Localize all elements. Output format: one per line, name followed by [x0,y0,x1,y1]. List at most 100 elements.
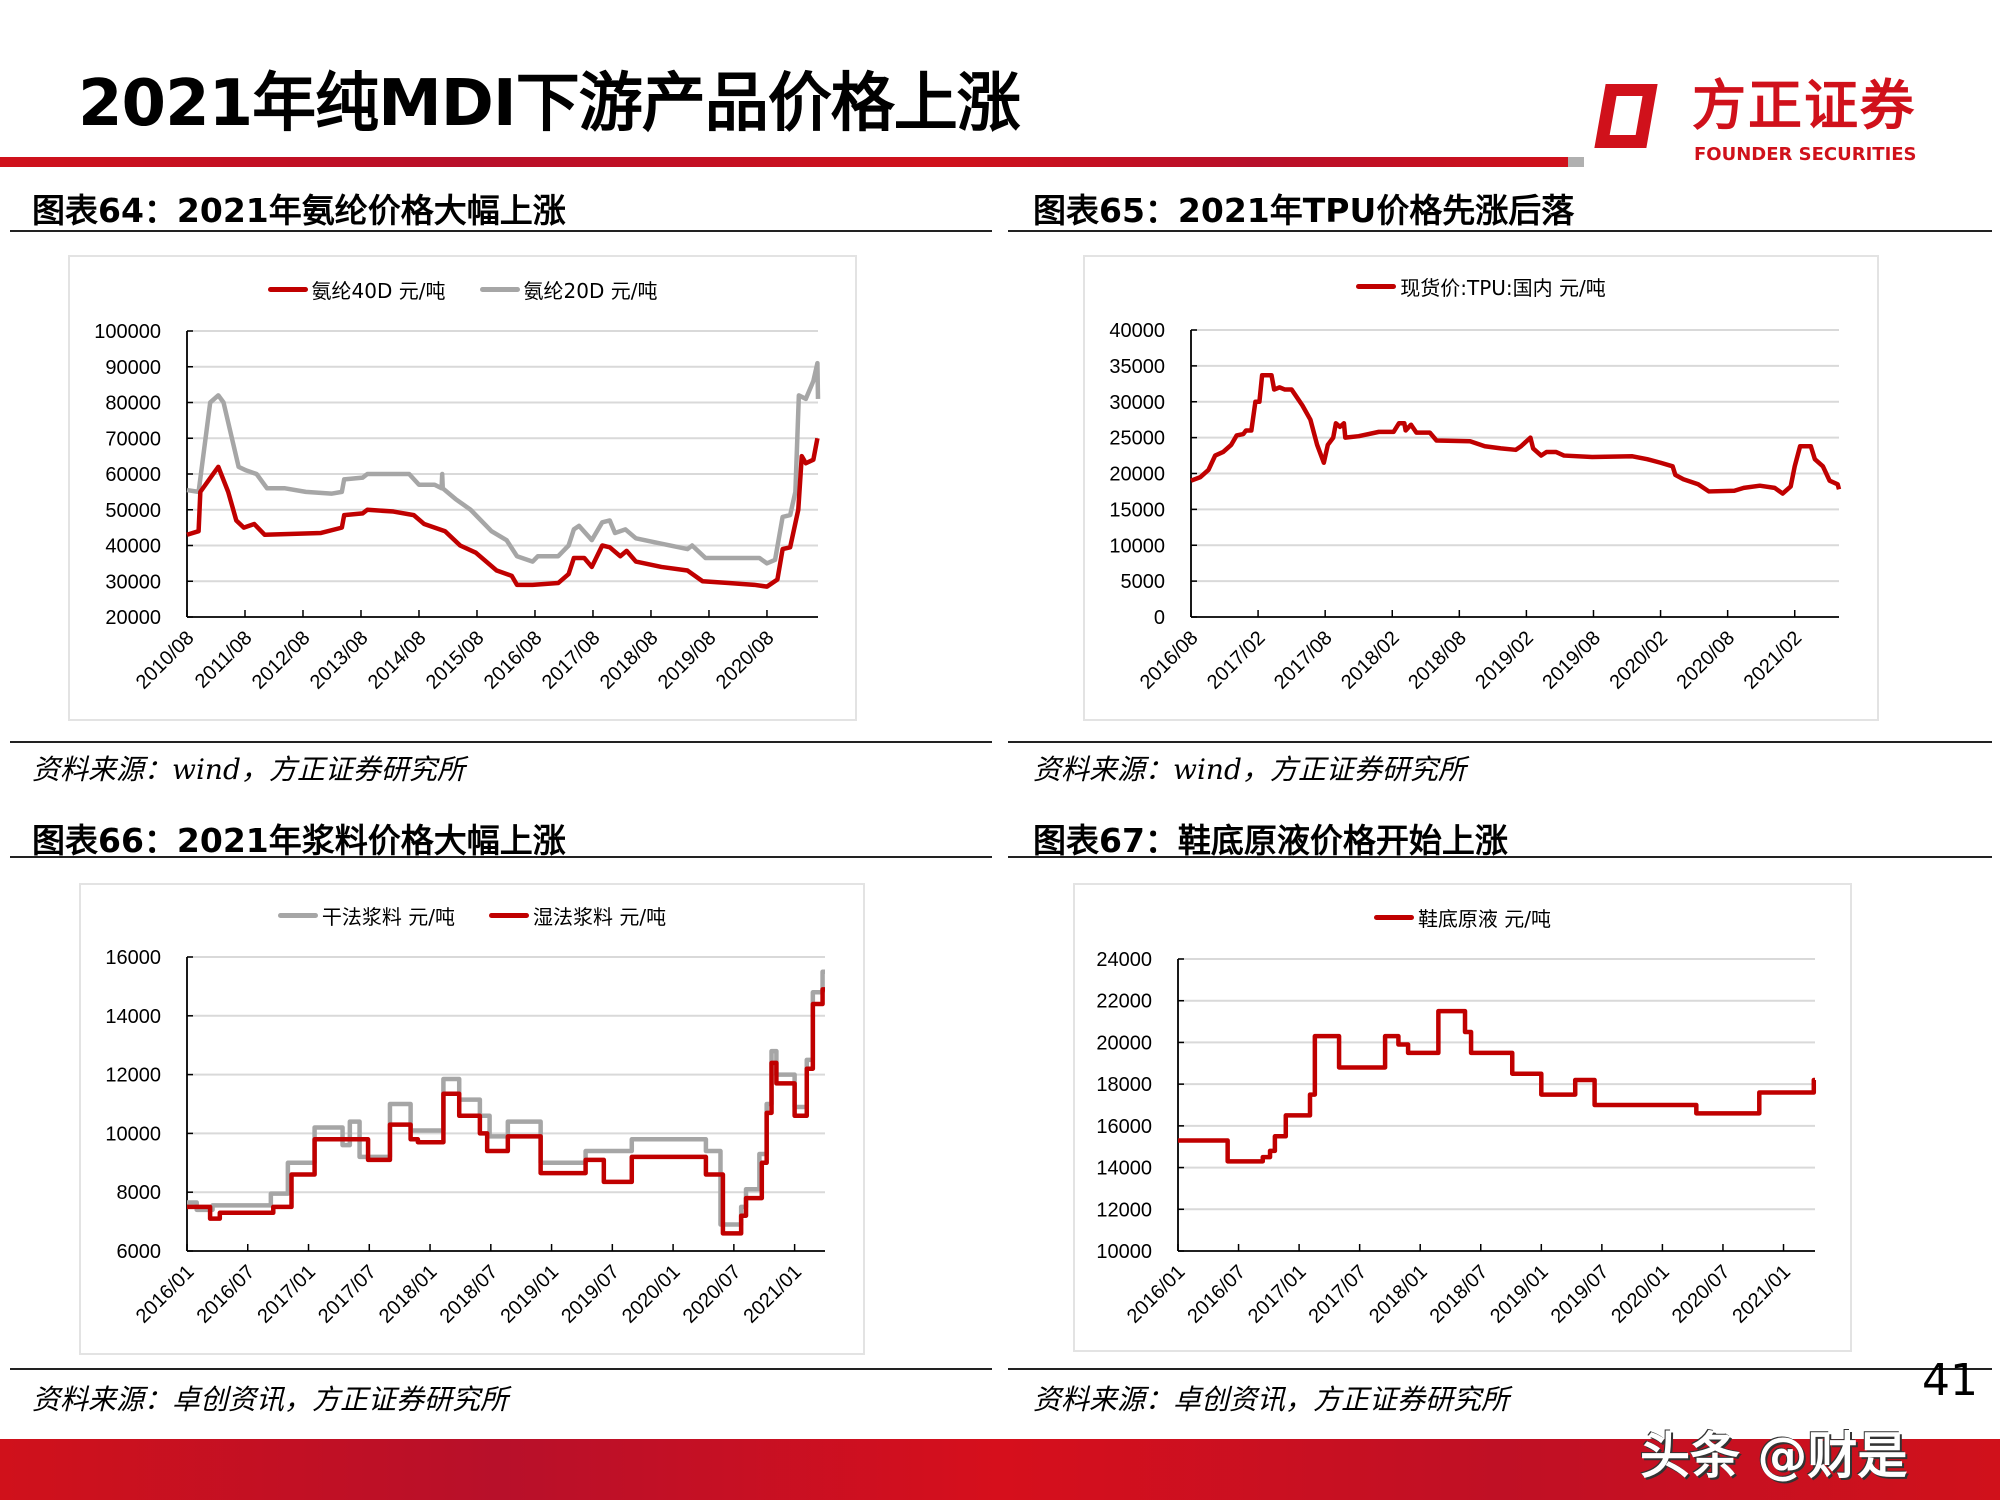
x-tick-label: 2014/08 [364,627,431,694]
footer-red-band [0,1439,2000,1500]
divider [10,230,992,232]
x-tick-label: 2015/08 [422,627,489,694]
page-title: 2021年纯MDI下游产品价格上涨 [78,67,1021,141]
x-tick-label: 2018/08 [1404,627,1471,694]
y-tick-label: 20000 [1109,464,1165,486]
figure-65-caption: 图表65：2021年TPU价格先涨后落 [1033,191,1575,230]
divider [1008,856,1992,858]
chart-legend: 现货价:TPU:国内 元/吨 [1085,272,1877,301]
x-tick-label: 2010/08 [132,627,199,694]
x-tick-label: 2017/08 [1270,627,1337,694]
x-tick-label: 2018/02 [1337,627,1404,694]
y-tick-label: 12000 [1096,1199,1152,1221]
chart-slurry-price: 干法浆料 元/吨 湿法浆料 元/吨 6000 8000 10000 12000 1400… [79,883,865,1355]
x-tick-label: 2021/01 [739,1261,806,1328]
y-tick-label: 50000 [105,500,161,522]
figure-66-source: 资料来源：卓创资讯，方正证券研究所 [32,1383,509,1416]
legend-label: 氨纶20D 元/吨 [523,279,658,303]
y-tick-label: 10000 [105,1123,161,1145]
figure-65-source: 资料来源：wind，方正证券研究所 [1033,753,1466,786]
x-tick-label: 2018/07 [1426,1261,1493,1328]
legend-label: 干法浆料 元/吨 [321,905,455,929]
x-tick-label: 2016/07 [193,1261,260,1328]
x-tick-label: 2019/01 [496,1261,563,1328]
divider [10,741,992,743]
y-tick-label: 100000 [94,321,161,343]
y-tick-label: 14000 [1096,1158,1152,1180]
x-tick-label: 2021/02 [1740,627,1807,694]
y-tick-label: 40000 [105,536,161,558]
x-tick-label: 2020/07 [1668,1261,1735,1328]
y-tick-label: 35000 [1109,356,1165,378]
x-tick-label: 2012/08 [248,627,315,694]
figure-67-caption: 图表67：鞋底原液价格开始上涨 [1033,821,1508,860]
x-tick-label: 2018/01 [375,1261,442,1328]
chart-tpu-price: 现货价:TPU:国内 元/吨 0 5000 10000 15000 20000 25000… [1083,255,1879,721]
legend-item: 氨纶20D 元/吨 [479,275,658,304]
x-tick-label: 2016/08 [1136,627,1203,694]
y-tick-label: 18000 [1096,1074,1152,1096]
y-tick-label: 8000 [117,1182,162,1204]
x-tick-label: 2017/07 [1305,1261,1372,1328]
divider [1008,741,1992,743]
y-tick-label: 30000 [1109,392,1165,414]
divider [10,856,992,858]
y-tick-label: 90000 [105,357,161,379]
series-line [187,987,825,1236]
x-tick-label: 2019/02 [1471,627,1538,694]
y-tick-label: 20000 [105,607,161,629]
figure-64-source: 资料来源：wind，方正证券研究所 [32,753,465,786]
x-tick-label: 2017/02 [1203,627,1270,694]
page-number: 41 [1922,1355,1978,1406]
x-tick-label: 2017/01 [1244,1261,1311,1328]
divider [10,1368,992,1370]
legend-swatch-red [1356,284,1397,289]
y-tick-label: 16000 [1096,1116,1152,1138]
x-tick-label: 2021/01 [1728,1261,1795,1328]
y-tick-label: 16000 [105,947,161,969]
chart-legend: 氨纶40D 元/吨 氨纶20D 元/吨 [70,275,855,304]
x-tick-label: 2016/07 [1183,1261,1250,1328]
series-line [1178,1008,1817,1164]
series-line [186,437,820,589]
chart-plot: 0 5000 10000 15000 20000 25000 30000 35000 40000… [1109,320,1842,694]
logo-cn-text: 方正证券 [1692,74,1916,137]
legend-swatch-gray [277,913,318,918]
x-tick-label: 2018/08 [596,627,663,694]
chart-spandex-price: 氨纶40D 元/吨 氨纶20D 元/吨 20000 30000 40000 50000… [68,255,857,721]
y-tick-label: 0 [1154,607,1165,629]
x-tick-label: 2016/08 [480,627,547,694]
y-tick-label: 30000 [105,571,161,593]
chart-plot: 10000 12000 14000 16000 18000 20000 22000 24000… [1096,949,1817,1328]
x-tick-label: 2020/01 [618,1261,685,1328]
x-tick-label: 2019/08 [654,627,721,694]
x-tick-label: 2011/08 [191,627,257,693]
figure-66-caption: 图表66：2021年浆料价格大幅上涨 [32,821,566,860]
x-tick-label: 2017/07 [314,1261,381,1328]
founder-securities-logo: 方正证券 FOUNDER SECURITIES [1594,74,1930,166]
y-tick-label: 5000 [1121,571,1166,593]
y-tick-label: 15000 [1109,499,1165,521]
legend-swatch-red [1373,915,1414,920]
x-tick-label: 2020/07 [679,1261,746,1328]
y-tick-label: 10000 [1109,535,1165,557]
chart-legend: 鞋底原液 元/吨 [1075,903,1850,932]
chart-legend: 干法浆料 元/吨 湿法浆料 元/吨 [81,901,863,930]
y-tick-label: 20000 [1096,1032,1152,1054]
chart-sole-resin-price: 鞋底原液 元/吨 10000 12000 14000 16000 18000 20000 2… [1073,883,1852,1352]
x-tick-label: 2020/02 [1605,627,1672,694]
x-tick-label: 2016/01 [132,1261,199,1328]
y-tick-label: 22000 [1096,991,1152,1013]
divider [1008,230,1992,232]
header-red-bar [0,157,1568,167]
chart-plot: 6000 8000 10000 12000 14000 16000 2016/012016/… [105,947,825,1328]
legend-item: 鞋底原液 元/吨 [1373,903,1551,932]
y-tick-label: 60000 [105,464,161,486]
x-tick-label: 2019/01 [1486,1261,1553,1328]
series-line [186,360,821,566]
legend-swatch-gray [479,287,520,292]
y-tick-label: 25000 [1109,428,1165,450]
series-line [1190,372,1842,496]
x-tick-label: 2017/08 [538,627,605,694]
x-tick-label: 2019/07 [557,1261,624,1328]
